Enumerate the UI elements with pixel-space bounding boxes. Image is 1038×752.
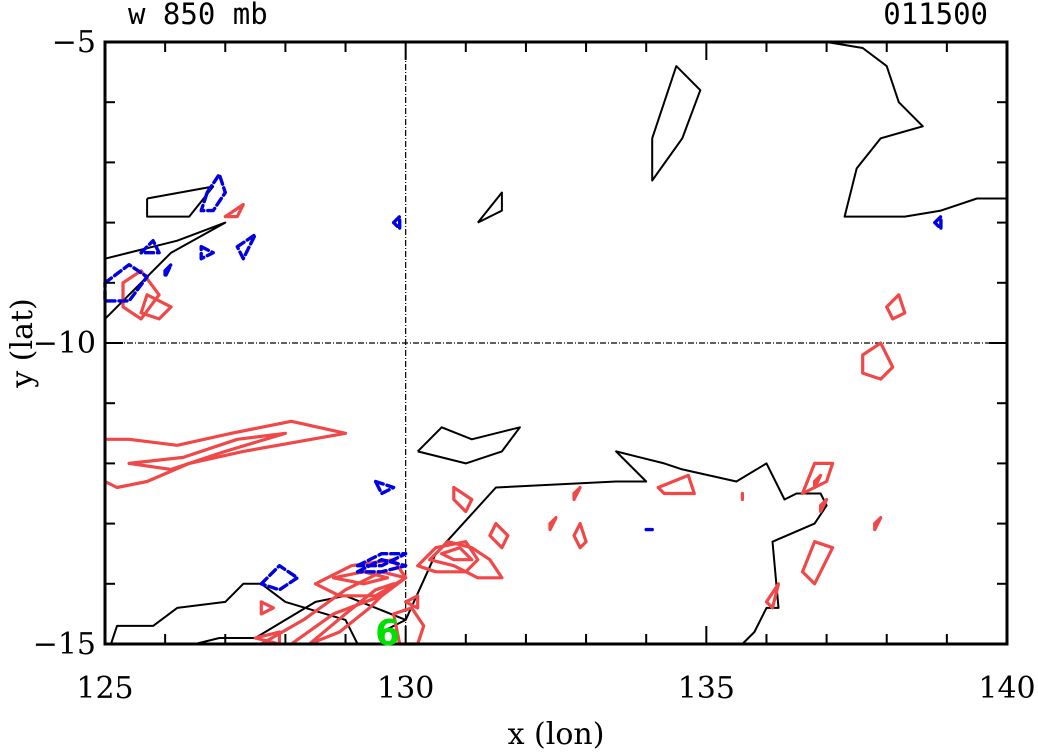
- positive-contour: [253, 630, 281, 646]
- positive-contour: [121, 269, 161, 321]
- positive-contour: [223, 202, 245, 219]
- negative-contour: [199, 244, 215, 261]
- positive-contour: [764, 582, 781, 610]
- positive-contour: [812, 473, 823, 490]
- x-tick-label: 130: [377, 671, 434, 706]
- positive-contour: [656, 473, 696, 496]
- reference-lines: [105, 42, 1007, 644]
- positive-contour: [404, 594, 420, 610]
- positive-contour: [259, 570, 408, 646]
- marker-layer: 6: [375, 613, 400, 654]
- positive-contour: [139, 293, 173, 321]
- negative-contour: [163, 263, 173, 279]
- negative-contour: [373, 479, 396, 496]
- positive-contour: [572, 485, 582, 502]
- x-tick-label: 140: [978, 671, 1035, 706]
- positive-contour-layer: [103, 202, 907, 646]
- chart-title: w 850 mb: [128, 0, 268, 31]
- y-tick-labels: −15 −10 −5: [33, 25, 96, 662]
- positive-contour: [488, 521, 510, 550]
- positive-contour: [800, 540, 835, 586]
- positive-contour: [103, 419, 348, 490]
- positive-contour: [313, 558, 408, 598]
- negative-contour: [139, 238, 161, 255]
- y-tick-label: −15: [33, 627, 96, 662]
- positive-contour: [572, 521, 588, 550]
- negative-contour: [355, 552, 408, 568]
- positive-contour: [452, 485, 474, 514]
- positive-contour: [800, 461, 835, 496]
- positive-contour: [428, 540, 504, 580]
- y-tick-label: −10: [33, 326, 96, 361]
- coastline: [381, 450, 828, 645]
- marker-label: 6: [375, 613, 400, 654]
- x-tick-label: 135: [678, 671, 735, 706]
- chart-timestamp: 011500: [883, 0, 988, 31]
- positive-contour: [548, 515, 558, 532]
- negative-contour: [259, 564, 300, 592]
- positive-contour: [416, 540, 480, 574]
- positive-contour: [127, 431, 287, 471]
- positive-contour: [861, 341, 895, 381]
- y-axis-title: y (lat): [5, 298, 40, 388]
- coastline: [146, 185, 215, 218]
- y-tick-label: −5: [52, 25, 96, 60]
- negative-contour: [235, 232, 258, 261]
- positive-contour: [440, 546, 474, 562]
- negative-contour-layer: [103, 172, 943, 592]
- positive-contour: [885, 293, 907, 321]
- negative-contour: [199, 172, 228, 213]
- coastline: [104, 221, 227, 320]
- positive-contour: [331, 570, 390, 586]
- x-axis-title: x (lon): [508, 717, 605, 752]
- coastline: [416, 426, 521, 465]
- coastline: [651, 65, 702, 182]
- positive-contour: [392, 606, 426, 646]
- negative-contour: [933, 214, 943, 231]
- coastline: [826, 41, 1007, 218]
- positive-contour: [873, 515, 883, 532]
- negative-contour: [391, 214, 402, 231]
- axis-ticks: [104, 41, 1008, 645]
- negative-contour: [355, 558, 408, 574]
- x-tick-label: 125: [76, 671, 133, 706]
- x-tick-labels: 125 130 135 140: [76, 671, 1035, 706]
- positive-contour: [259, 600, 275, 616]
- coastline: [477, 191, 503, 224]
- positive-contour: [818, 497, 829, 514]
